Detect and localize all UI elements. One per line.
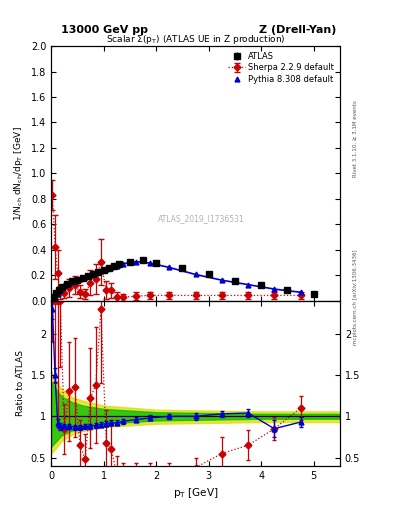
- Line: Pythia 8.308 default: Pythia 8.308 default: [50, 259, 303, 302]
- Pythia 8.308 default: [72, 278, 77, 284]
- Pythia 8.308 default: [67, 280, 72, 286]
- Pythia 8.308 default: [104, 266, 108, 272]
- Pythia 8.308 default: [88, 272, 93, 278]
- Pythia 8.308 default: [114, 263, 119, 269]
- Text: ATLAS_2019_I1736531: ATLAS_2019_I1736531: [158, 215, 245, 224]
- Y-axis label: Ratio to ATLAS: Ratio to ATLAS: [16, 350, 25, 416]
- Legend: ATLAS, Sherpa 2.2.9 default, Pythia 8.308 default: ATLAS, Sherpa 2.2.9 default, Pythia 8.30…: [227, 50, 336, 86]
- Pythia 8.308 default: [167, 264, 172, 270]
- Text: Rivet 3.1.10, ≥ 3.1M events: Rivet 3.1.10, ≥ 3.1M events: [353, 100, 358, 177]
- Pythia 8.308 default: [99, 268, 103, 274]
- Pythia 8.308 default: [272, 286, 277, 292]
- Pythia 8.308 default: [147, 260, 152, 266]
- Text: mcplots.cern.ch [arXiv:1306.3436]: mcplots.cern.ch [arXiv:1306.3436]: [353, 249, 358, 345]
- Pythia 8.308 default: [298, 289, 303, 295]
- Pythia 8.308 default: [246, 282, 250, 288]
- Pythia 8.308 default: [109, 264, 114, 270]
- Pythia 8.308 default: [193, 271, 198, 278]
- Pythia 8.308 default: [58, 287, 62, 293]
- Y-axis label: 1/N$_{\mathsf{ch}}$ dN$_{\mathsf{ch}}$/dp$_\mathsf{T}$ [GeV]: 1/N$_{\mathsf{ch}}$ dN$_{\mathsf{ch}}$/d…: [12, 126, 25, 221]
- Pythia 8.308 default: [134, 259, 139, 265]
- Title: Scalar $\Sigma$(p$_\mathsf{T}$) (ATLAS UE in Z production): Scalar $\Sigma$(p$_\mathsf{T}$) (ATLAS U…: [106, 33, 285, 46]
- Pythia 8.308 default: [78, 276, 83, 282]
- Pythia 8.308 default: [50, 297, 55, 303]
- Text: 13000 GeV pp: 13000 GeV pp: [61, 25, 148, 35]
- Pythia 8.308 default: [55, 291, 60, 297]
- Pythia 8.308 default: [219, 277, 224, 283]
- Pythia 8.308 default: [121, 261, 126, 267]
- Pythia 8.308 default: [83, 274, 88, 280]
- Pythia 8.308 default: [94, 270, 98, 276]
- X-axis label: p$_\mathsf{T}$ [GeV]: p$_\mathsf{T}$ [GeV]: [173, 486, 218, 500]
- Pythia 8.308 default: [53, 295, 57, 301]
- Pythia 8.308 default: [62, 282, 66, 288]
- Text: Z (Drell-Yan): Z (Drell-Yan): [259, 25, 336, 35]
